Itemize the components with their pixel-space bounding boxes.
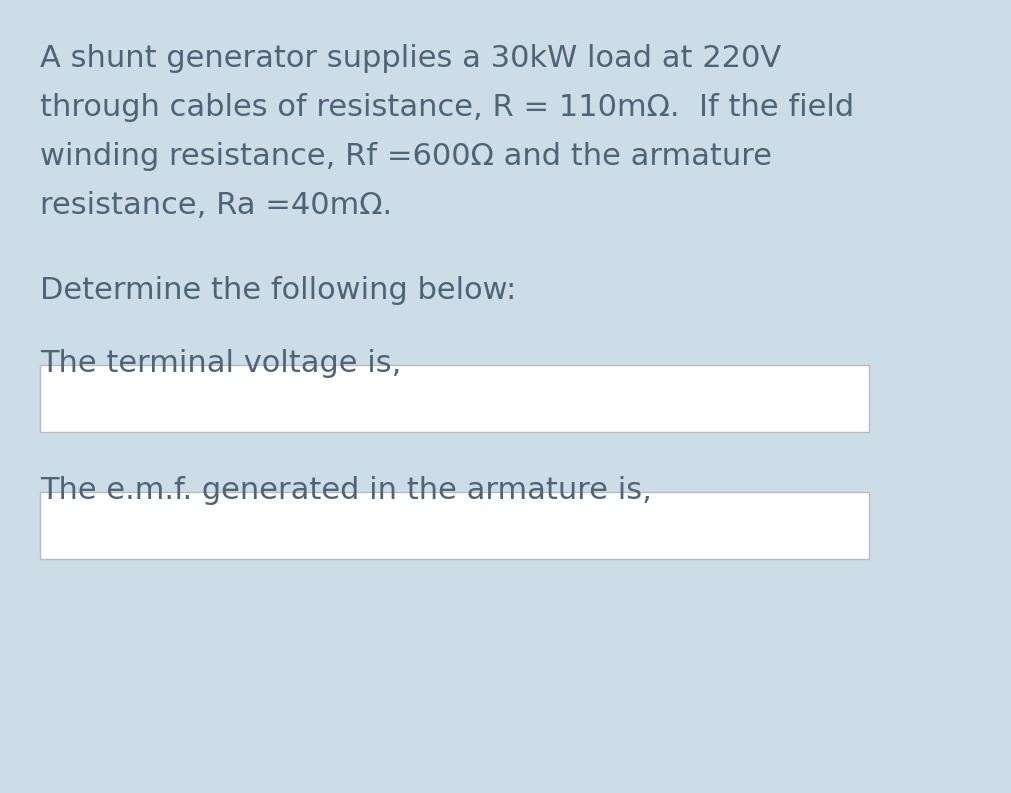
FancyBboxPatch shape — [40, 365, 869, 432]
Text: through cables of resistance, R = 110mΩ.  If the field: through cables of resistance, R = 110mΩ.… — [40, 93, 854, 122]
Text: The e.m.f. generated in the armature is,: The e.m.f. generated in the armature is, — [40, 476, 652, 505]
Text: The terminal voltage is,: The terminal voltage is, — [40, 349, 401, 378]
Text: A shunt generator supplies a 30kW load at 220V: A shunt generator supplies a 30kW load a… — [40, 44, 782, 73]
Text: resistance, Ra =40mΩ.: resistance, Ra =40mΩ. — [40, 191, 392, 220]
Text: Determine the following below:: Determine the following below: — [40, 276, 517, 305]
Text: winding resistance, Rf =600Ω and the armature: winding resistance, Rf =600Ω and the arm… — [40, 142, 772, 171]
FancyBboxPatch shape — [40, 492, 869, 559]
